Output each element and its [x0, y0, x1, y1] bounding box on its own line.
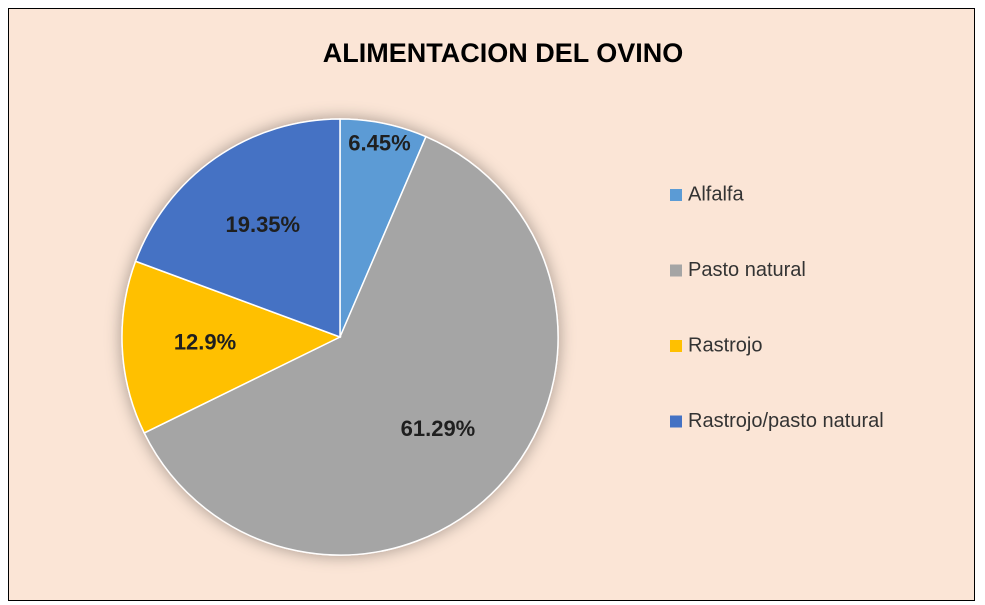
pie-slice	[143, 135, 559, 556]
legend-label: Rastrojo	[688, 334, 762, 356]
legend-swatch	[670, 340, 682, 352]
legend-swatch	[670, 415, 682, 428]
legend-label: Alfalfa	[688, 183, 744, 205]
legend-swatch	[670, 264, 682, 277]
data-label: 19.35%	[225, 212, 300, 237]
data-label: 6.45%	[348, 131, 410, 156]
pie-slice	[134, 118, 341, 339]
pie	[121, 118, 559, 556]
pie-slice	[121, 260, 342, 434]
data-label: 61.29%	[401, 416, 476, 441]
legend-label: Pasto natural	[688, 259, 806, 281]
legend-swatch	[670, 189, 682, 201]
chart-title: ALIMENTACION DEL OVINO	[323, 38, 684, 68]
data-label: 12.9%	[174, 330, 236, 355]
legend-label: Rastrojo/pasto natural	[688, 410, 884, 432]
